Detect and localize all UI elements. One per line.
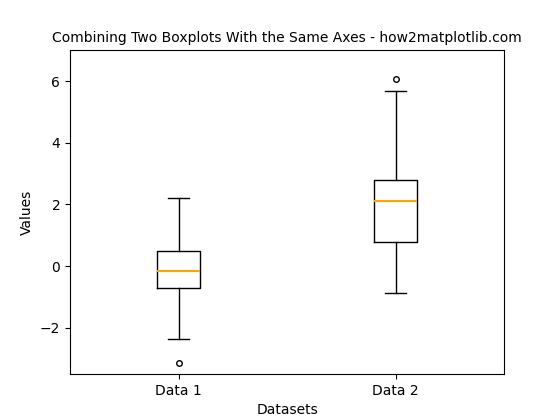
Title: Combining Two Boxplots With the Same Axes - how2matplotlib.com: Combining Two Boxplots With the Same Axe… [52, 31, 522, 45]
X-axis label: Datasets: Datasets [256, 403, 318, 417]
Y-axis label: Values: Values [20, 189, 34, 235]
